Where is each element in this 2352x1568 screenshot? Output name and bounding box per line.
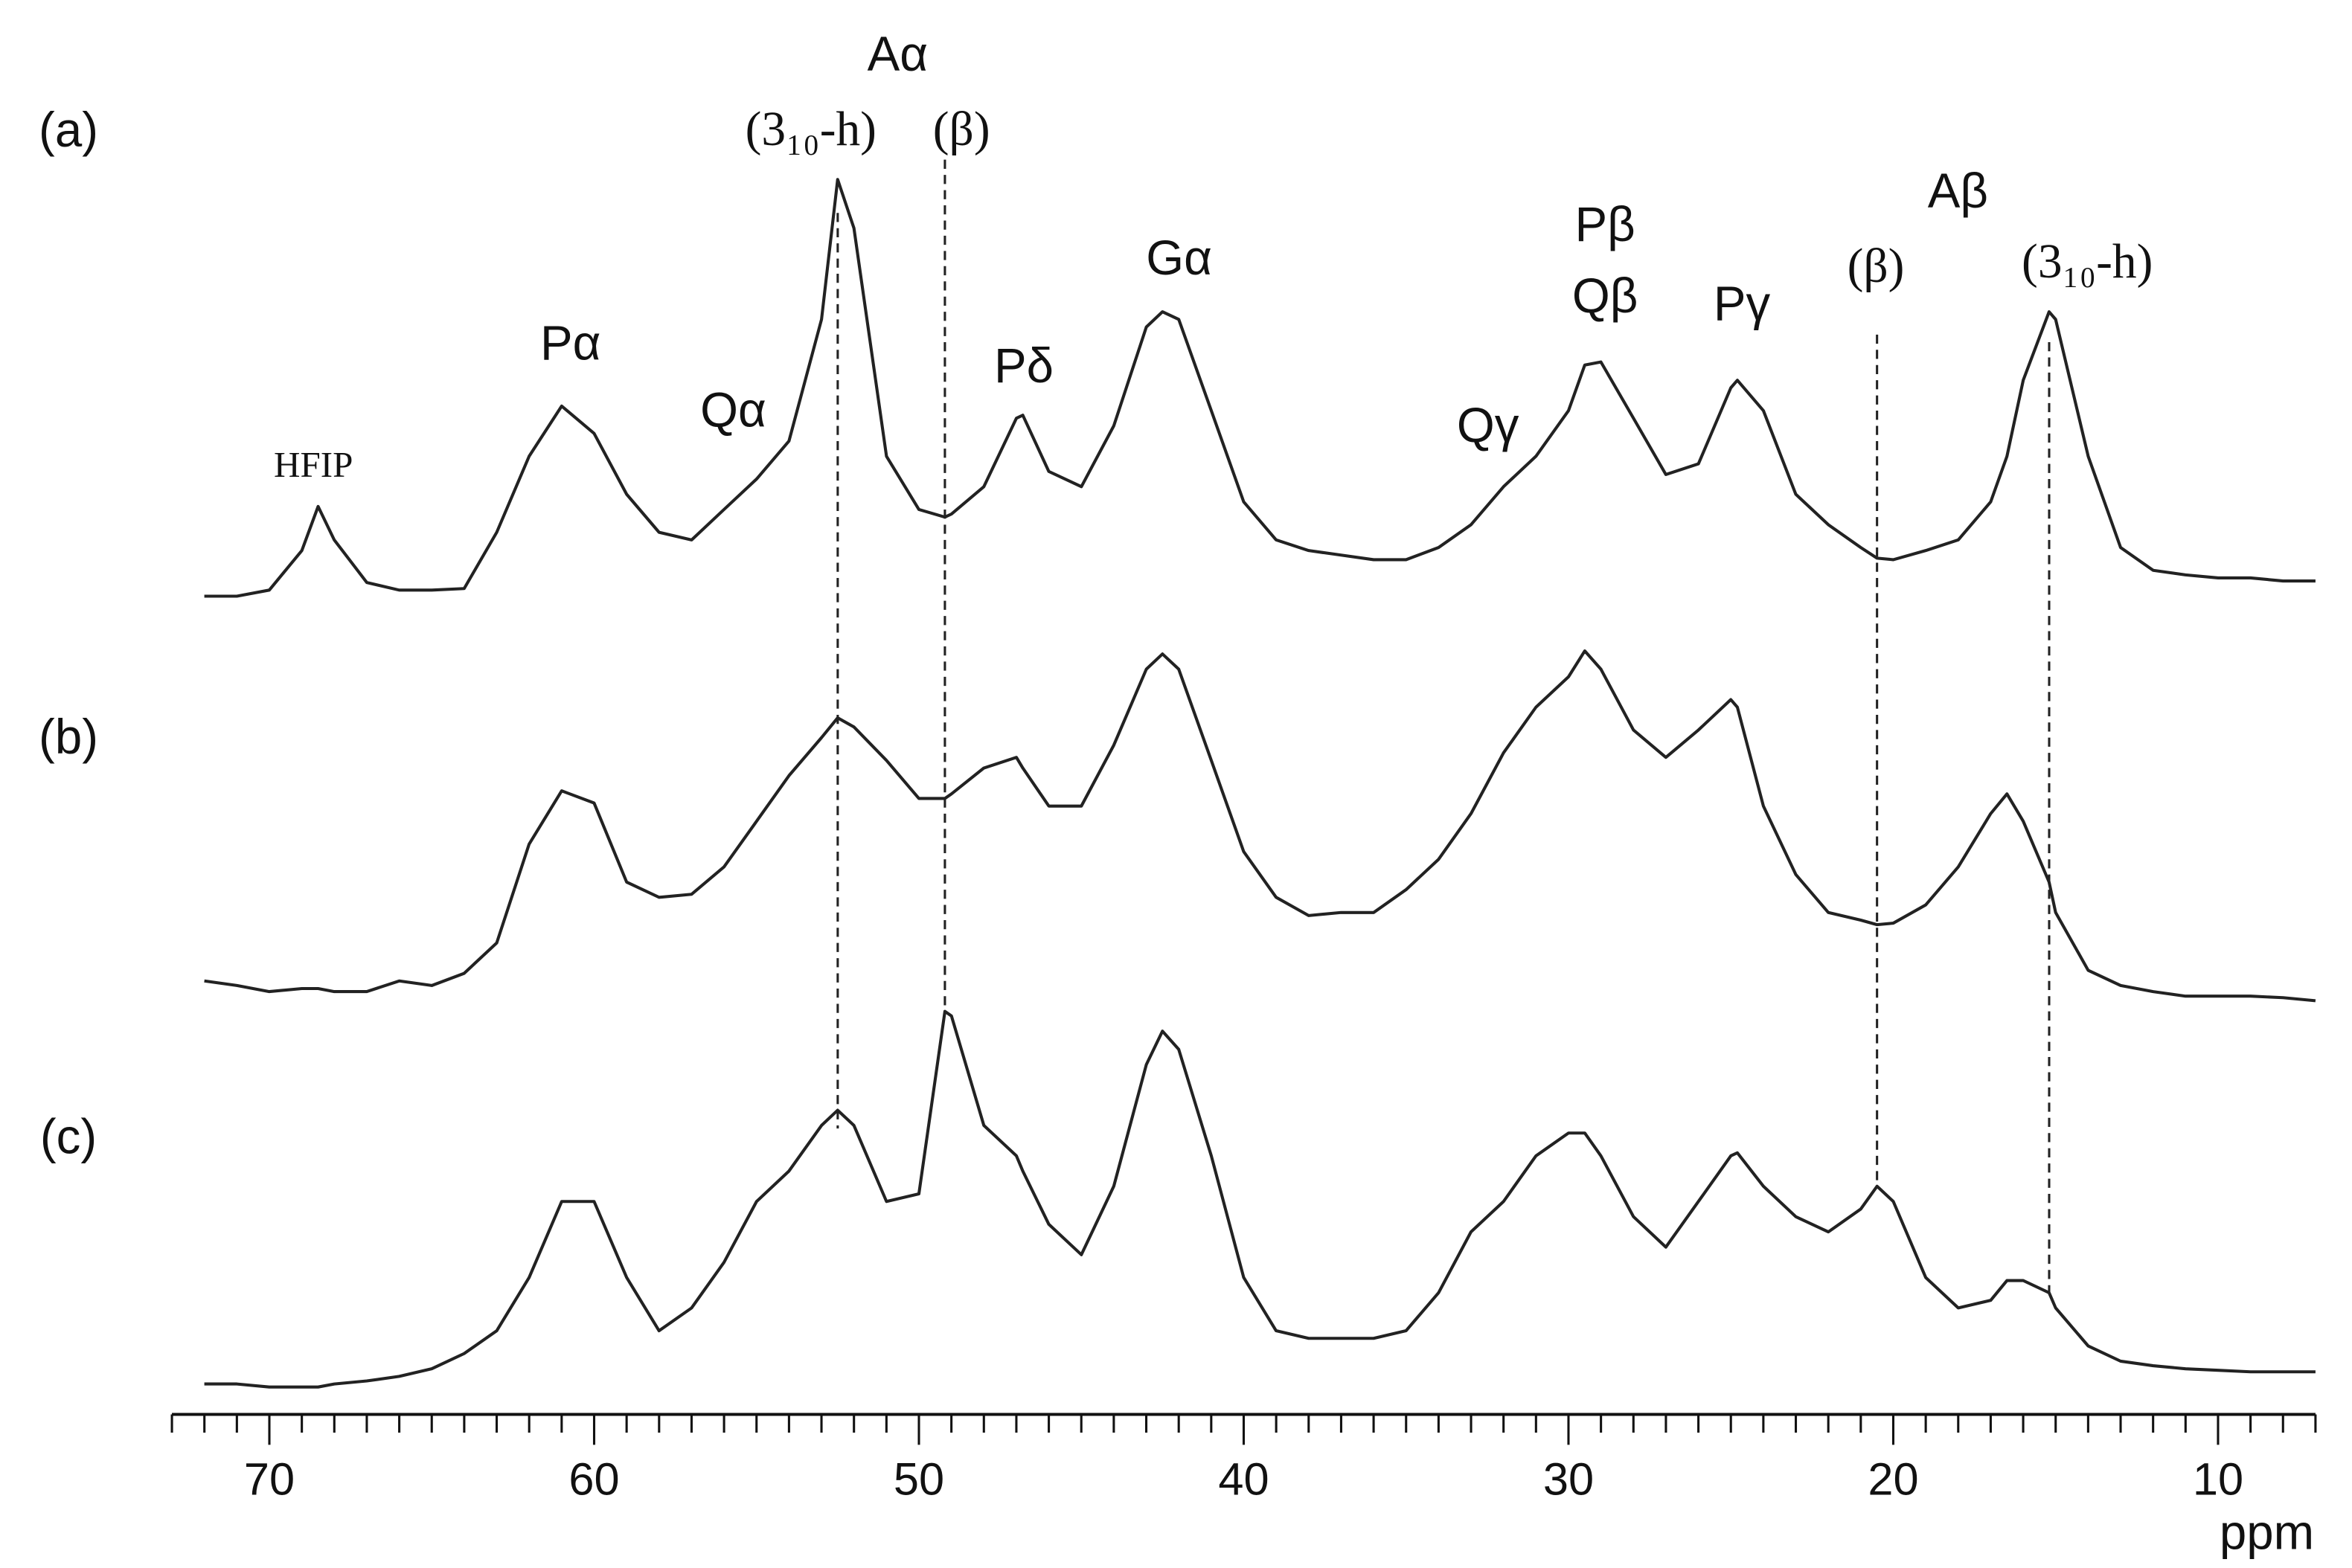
series-label: (b) — [39, 710, 98, 764]
spectrum-line — [204, 1009, 2316, 1389]
x-tick-label: 50 — [894, 1453, 944, 1505]
peak-annotation: (3₁₀-h) — [746, 103, 877, 156]
series-label: (a) — [39, 103, 98, 157]
peak-annotation: Aα — [868, 27, 928, 81]
peak-annotation: Aβ — [1928, 164, 1988, 218]
peak-annotation: (3₁₀-h) — [2022, 235, 2153, 289]
x-axis-label: ppm — [2220, 1505, 2314, 1559]
peak-annotation: Pα — [540, 315, 600, 370]
peak-annotation: Qβ — [1572, 269, 1638, 323]
x-tick-label: 20 — [1868, 1453, 1918, 1505]
x-tick-label: 10 — [2193, 1453, 2243, 1505]
peak-annotation: (β) — [933, 103, 990, 156]
spectrum-line — [204, 649, 2316, 1003]
peak-annotation: Pγ — [1714, 276, 1771, 330]
peak-annotation: Qα — [700, 382, 766, 437]
peak-annotation: Gα — [1146, 231, 1212, 285]
series-label: (c) — [40, 1110, 97, 1164]
peak-annotation: HFIP — [274, 444, 353, 485]
x-tick-label: 60 — [568, 1453, 619, 1505]
spectrum-line — [204, 178, 2316, 598]
x-tick-label: 40 — [1218, 1453, 1269, 1505]
peak-annotation: Pβ — [1574, 197, 1635, 251]
peak-annotation: Qγ — [1457, 398, 1519, 452]
x-tick-label: 30 — [1543, 1453, 1594, 1505]
peak-annotation: Pδ — [994, 338, 1054, 393]
x-tick-label: 70 — [244, 1453, 295, 1505]
peak-annotation: (β) — [1848, 240, 1905, 293]
